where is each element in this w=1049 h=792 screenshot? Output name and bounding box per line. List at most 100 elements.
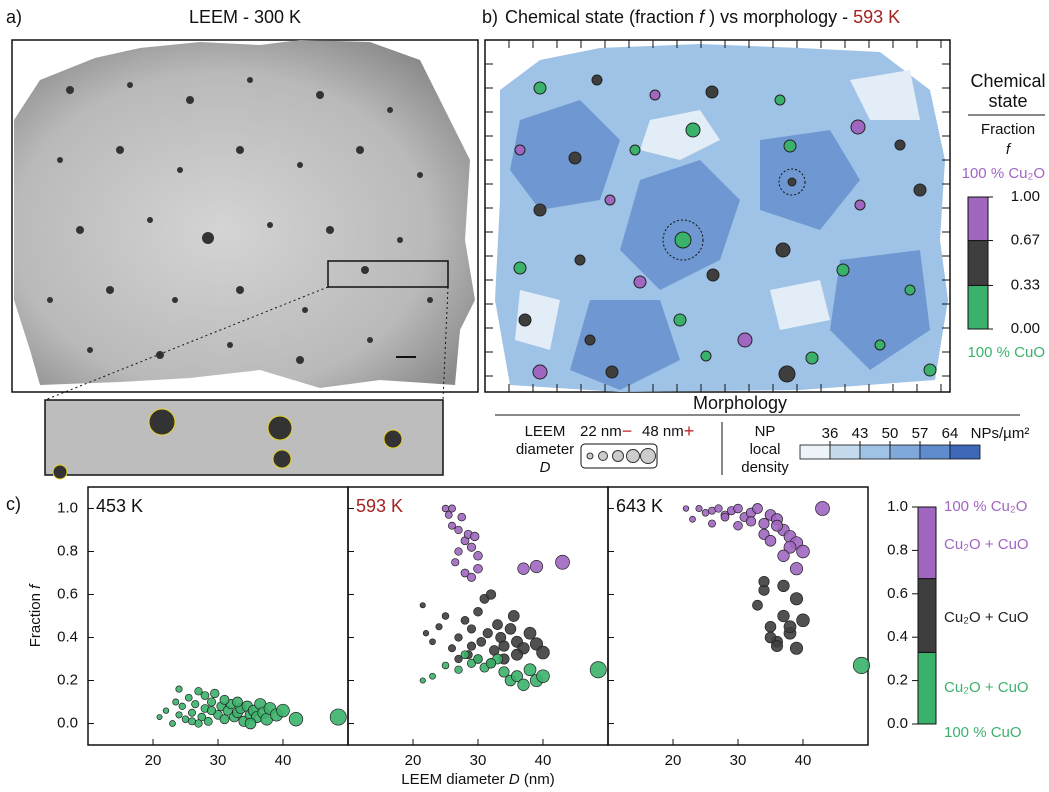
panel-title: Chemical state (fraction f ) vs morpholo…: [505, 7, 900, 27]
point: [172, 698, 180, 706]
density-label: NP: [755, 423, 776, 440]
diameter-min-mark: −: [622, 421, 633, 441]
point: [789, 562, 804, 576]
point: [448, 521, 456, 530]
diameter-legend-circles: [586, 448, 656, 464]
density-tick-label: 64: [942, 425, 959, 442]
point: [203, 716, 213, 726]
density-map-high: [510, 100, 930, 390]
point: [764, 534, 777, 547]
zoom-particles: [52, 408, 403, 480]
leem-image: [14, 40, 475, 388]
legend-top-label: 100 % Cu₂O: [962, 165, 1045, 182]
point: [191, 700, 200, 709]
point: [188, 717, 196, 726]
point: [194, 687, 203, 696]
point: [181, 715, 190, 723]
point: [162, 707, 170, 714]
point: [419, 602, 426, 609]
density-map-low: [515, 70, 920, 350]
colorbar-tick-label: 1.00: [1011, 188, 1040, 205]
point: [473, 563, 483, 574]
highlight-circle: [778, 168, 806, 196]
point: [219, 694, 230, 705]
point: [511, 648, 523, 661]
point: [485, 589, 497, 600]
point: [473, 606, 483, 617]
colorbar-segment: [967, 284, 989, 330]
x-tick-label: 30: [470, 752, 487, 769]
density-tick-label: 57: [912, 425, 929, 442]
legend-bottom-label: 100 % CuO: [967, 344, 1045, 361]
colorbar-tick-label: 0.4: [887, 628, 908, 645]
point: [448, 504, 456, 513]
density-label: local: [750, 441, 781, 458]
y-tick-label: 0.2: [57, 671, 78, 688]
point: [460, 568, 470, 578]
point: [206, 706, 217, 716]
y-axis-label-part: Fraction: [27, 589, 44, 647]
x-tick-label: 40: [275, 752, 292, 769]
x-tick-label: 20: [665, 752, 682, 769]
density-segment: [889, 444, 921, 460]
point: [523, 663, 537, 677]
density-segment: [829, 444, 861, 460]
point: [504, 623, 517, 635]
x-tick-label: 40: [795, 752, 812, 769]
point: [815, 501, 830, 516]
point: [720, 512, 730, 522]
point: [460, 650, 470, 660]
chart-title: 643 K: [616, 496, 663, 516]
point: [758, 576, 770, 588]
point: [714, 504, 723, 513]
colorbar-tick-label: 0.0: [887, 715, 908, 732]
point: [733, 520, 743, 531]
y-tick-label: 1.0: [57, 499, 78, 516]
point: [777, 549, 790, 562]
diameter-max: 48 nm+: [642, 421, 694, 441]
diameter-label: diameter: [516, 441, 574, 458]
density-segment: [859, 444, 891, 460]
point: [288, 712, 304, 727]
zoom-image: [44, 399, 444, 476]
chart-title: 593 K: [356, 496, 403, 516]
point: [454, 547, 463, 556]
panel-label: c): [6, 494, 21, 514]
point: [555, 554, 570, 570]
colorbar-segment: [917, 578, 937, 653]
density-label: density: [741, 459, 789, 476]
panel-title: LEEM - 300 K: [189, 7, 301, 27]
point: [708, 519, 716, 528]
point: [175, 685, 183, 693]
point: [796, 613, 810, 628]
diameter-max-label: 48 nm: [642, 423, 684, 440]
density-tick-label: 50: [882, 425, 899, 442]
panel-label: a): [6, 7, 22, 27]
density-tick-label: 43: [852, 425, 869, 442]
point: [454, 525, 463, 535]
point: [470, 531, 480, 542]
point: [454, 665, 463, 674]
point: [451, 558, 460, 567]
colorbar-tick-label: 0.6: [887, 585, 908, 602]
y-tick-label: 0.6: [57, 585, 78, 602]
point: [422, 630, 430, 637]
y-axis-label: Fraction f: [27, 583, 44, 647]
point: [184, 693, 193, 702]
morphology-title: Morphology: [693, 393, 787, 413]
colorbar-segment: [917, 506, 937, 580]
point: [507, 610, 520, 622]
point: [441, 661, 450, 670]
point: [523, 626, 537, 640]
diameter-min-label: 22 nm: [580, 423, 622, 440]
density-segment: [799, 444, 831, 460]
point: [498, 640, 510, 652]
legend-title: Chemical: [970, 71, 1045, 91]
x-tick-label: 30: [210, 752, 227, 769]
diameter-label: D: [540, 459, 551, 476]
density-unit: NPs/µm²: [971, 425, 1030, 442]
diameter-max-mark: +: [684, 421, 695, 441]
point: [511, 670, 523, 683]
point: [733, 503, 743, 514]
